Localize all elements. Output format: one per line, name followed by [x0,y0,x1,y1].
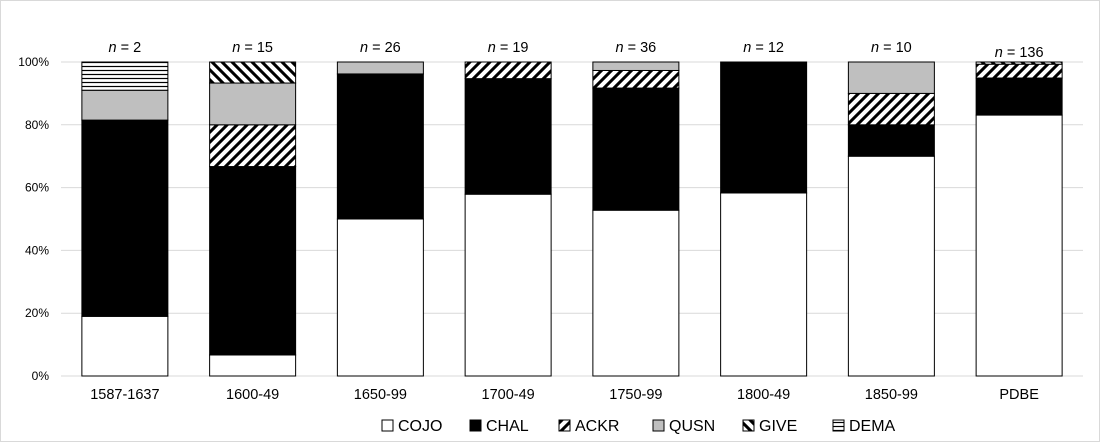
legend-swatch-qusn [652,419,665,432]
bar-segment-cojo [847,155,935,377]
y-tick-label: 60% [25,181,49,195]
n-symbol: n [995,45,1003,61]
bar-segment-cojo [81,315,169,377]
bar-segment-chal [209,166,297,356]
legend-swatch-chal [469,419,482,432]
n-symbol: n [232,40,240,56]
n-value: = 12 [751,40,784,56]
n-value: = 136 [1003,45,1044,61]
bar-segment-chal [720,61,808,194]
n-symbol: n [360,40,368,56]
bar-stack-4 [592,61,680,377]
bar-stack-1 [209,61,297,377]
x-category-label: PDBE [999,387,1039,403]
legend-label-give: GIVE [759,418,797,435]
n-value: = 10 [879,40,912,56]
bar-segment-chal [81,119,169,317]
bar-segment-ackr [975,63,1063,79]
sample-size-label: n = 136 [995,45,1044,61]
sample-size-label: n = 15 [232,40,273,56]
sample-size-label: n = 12 [743,40,784,56]
n-value: = 36 [624,40,657,56]
bar-segment-ackr [464,61,552,80]
bar-segment-chal [592,87,680,211]
bar-segment-ackr [209,124,297,168]
x-category-label: 1587-1637 [90,387,159,403]
bar-stack-3 [464,61,552,377]
x-category-label: 1850-99 [865,387,918,403]
y-tick-label: 80% [25,118,49,132]
bar-segment-dema [81,61,169,91]
n-value: = 15 [240,40,273,56]
x-category-label: 1750-99 [609,387,662,403]
y-tick-label: 20% [25,306,49,320]
bar-segment-qusn [592,61,680,71]
legend-swatch-give [742,419,755,432]
legend-label-qusn: QUSN [669,418,715,435]
sample-size-label: n = 2 [109,40,142,56]
legend-label-cojo: COJO [398,418,442,435]
bar-segment-chal [336,73,424,220]
bar-stack-6 [847,61,935,377]
n-symbol: n [488,40,496,56]
n-value: = 2 [117,40,142,56]
bar-segment-ackr [847,92,935,126]
y-tick-label: 40% [25,243,49,257]
n-symbol: n [871,40,879,56]
bar-segment-cojo [975,114,1063,377]
bar-segment-qusn [336,61,424,75]
legend-swatch-ackr [558,419,571,432]
bar-segment-qusn [209,82,297,126]
bar-segment-qusn [847,61,935,94]
sample-size-label: n = 19 [488,40,529,56]
x-category-label: 1600-49 [226,387,279,403]
y-tick-label: 0% [32,369,50,383]
bar-segment-chal [975,77,1063,116]
bar-segment-cojo [464,193,552,377]
bar-segment-cojo [209,354,297,377]
bar-segment-ackr [592,69,680,89]
legend-label-dema: DEMA [849,418,896,435]
bar-segment-cojo [720,192,808,377]
bar-stack-5 [720,61,808,377]
y-tick-label: 100% [18,55,49,69]
x-category-label: 1700-49 [482,387,535,403]
legend-swatch-cojo [381,419,394,432]
x-category-label: 1650-99 [354,387,407,403]
x-category-label: 1800-49 [737,387,790,403]
n-value: = 19 [496,40,529,56]
bar-segment-give [975,61,1063,65]
bar-segment-chal [847,124,935,157]
n-symbol: n [109,40,117,56]
bar-segment-qusn [81,89,169,121]
bars [81,61,1063,377]
x-axis-category-labels: 1587-1637 1600-49 1650-99 1700-49 1750-99 180… [90,387,1039,403]
sample-size-label: n = 26 [360,40,401,56]
legend: COJO CHAL ACKR QUSN GIVE DEMA [381,418,896,435]
n-value: = 26 [368,40,401,56]
bar-stack-0 [81,61,169,377]
bar-stack-2 [336,61,424,377]
bar-stack-7 [975,61,1063,377]
legend-swatch-dema [832,419,845,432]
legend-label-chal: CHAL [486,418,529,435]
bar-segment-chal [464,78,552,195]
sample-size-label: n = 36 [616,40,657,56]
sample-size-label: n = 10 [871,40,912,56]
n-symbol: n [616,40,624,56]
legend-label-ackr: ACKR [575,418,619,435]
bar-segment-cojo [336,218,424,377]
bar-segment-cojo [592,209,680,377]
n-symbol: n [743,40,751,56]
bar-segment-give [209,61,297,84]
y-axis-tick-labels: 0% 20% 40% 60% 80% 100% [18,55,49,383]
